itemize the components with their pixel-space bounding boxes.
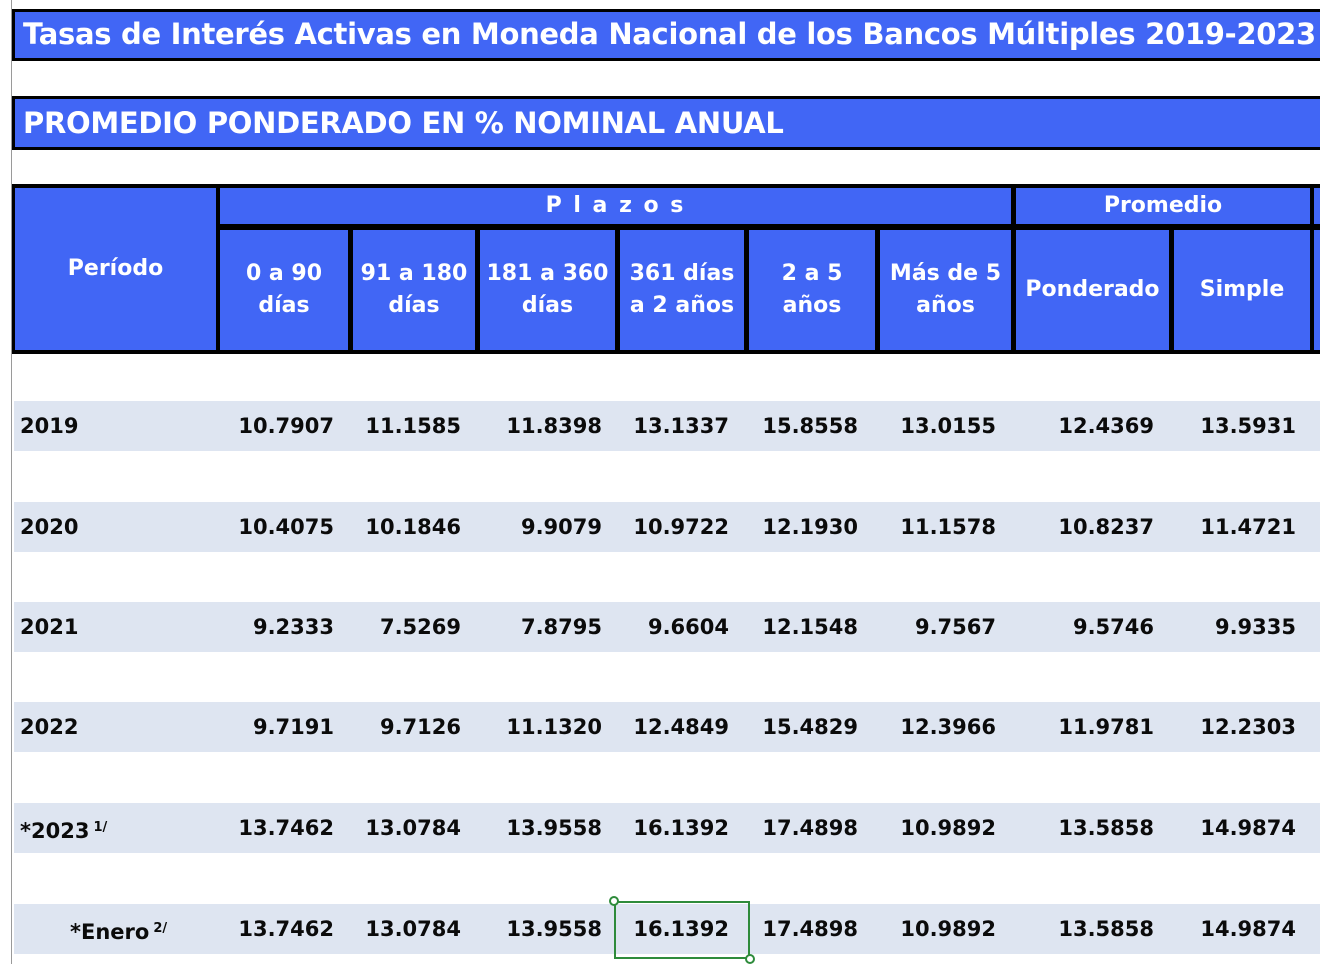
value-cell[interactable]: 16.1392 xyxy=(633,917,729,941)
table-row-2020 xyxy=(14,502,1320,552)
value-cell[interactable]: 9.7567 xyxy=(914,615,996,639)
value-cell[interactable]: 15.4829 xyxy=(762,715,858,739)
value-cell[interactable]: 15.8558 xyxy=(762,414,858,438)
footnote-marker: 1/ xyxy=(93,820,108,835)
value-cell[interactable]: 9.9335 xyxy=(1214,615,1296,639)
header-col-extra[interactable] xyxy=(1314,230,1320,350)
value-cell[interactable]: 13.5858 xyxy=(1058,816,1154,840)
value-cell[interactable]: 10.4075 xyxy=(238,515,334,539)
period-cell[interactable]: 2020 xyxy=(20,515,79,539)
value-cell[interactable]: 12.1930 xyxy=(762,515,858,539)
selection-handle-top-left[interactable] xyxy=(609,896,619,906)
value-cell[interactable]: 9.6604 xyxy=(647,615,729,639)
header-period[interactable]: Período xyxy=(15,188,216,350)
table-row-2019 xyxy=(14,401,1320,451)
value-cell[interactable]: 11.8398 xyxy=(506,414,602,438)
value-cell[interactable]: 9.7191 xyxy=(252,715,334,739)
sheet-title[interactable]: Tasas de Interés Activas en Moneda Nacio… xyxy=(12,9,1320,61)
value-cell[interactable]: 13.7462 xyxy=(238,816,334,840)
sheet-left-gridline xyxy=(11,0,12,964)
value-cell[interactable]: 10.7907 xyxy=(238,414,334,438)
value-cell[interactable]: 11.1320 xyxy=(506,715,602,739)
header-col-0-90[interactable]: 0 a 90 días xyxy=(220,230,348,350)
value-cell[interactable]: 11.4721 xyxy=(1200,515,1296,539)
table-header: Período P l a z o s Promedio 0 a 90 días… xyxy=(12,184,1320,354)
period-cell[interactable]: *2023 1/ xyxy=(20,819,108,843)
value-cell[interactable]: 13.1337 xyxy=(633,414,729,438)
table-row-2022 xyxy=(14,702,1320,752)
value-cell[interactable]: 10.9892 xyxy=(900,816,996,840)
value-cell[interactable]: 10.8237 xyxy=(1058,515,1154,539)
value-cell[interactable]: 9.9079 xyxy=(520,515,602,539)
value-cell[interactable]: 13.5858 xyxy=(1058,917,1154,941)
value-cell[interactable]: 9.2333 xyxy=(252,615,334,639)
value-cell[interactable]: 12.3966 xyxy=(900,715,996,739)
table-row-2023 xyxy=(14,803,1320,853)
value-cell[interactable]: 9.5746 xyxy=(1072,615,1154,639)
header-promedio[interactable]: Promedio xyxy=(1016,188,1310,224)
header-col-91-180[interactable]: 91 a 180 días xyxy=(353,230,475,350)
header-col-simple[interactable]: Simple xyxy=(1174,230,1310,350)
value-cell[interactable]: 13.0784 xyxy=(365,816,461,840)
value-cell[interactable]: 14.9874 xyxy=(1200,917,1296,941)
value-cell[interactable]: 13.9558 xyxy=(506,917,602,941)
selected-cell-outline[interactable] xyxy=(614,901,750,959)
value-cell[interactable]: 9.7126 xyxy=(379,715,461,739)
footnote-marker: 2/ xyxy=(153,921,168,936)
header-col-361-2a[interactable]: 361 días a 2 años xyxy=(620,230,744,350)
value-cell[interactable]: 7.5269 xyxy=(379,615,461,639)
value-cell[interactable]: 13.9558 xyxy=(506,816,602,840)
selection-handle-bottom-right[interactable] xyxy=(745,954,755,964)
value-cell[interactable]: 14.9874 xyxy=(1200,816,1296,840)
value-cell[interactable]: 12.2303 xyxy=(1200,715,1296,739)
period-cell[interactable]: 2021 xyxy=(20,615,79,639)
value-cell[interactable]: 10.1846 xyxy=(365,515,461,539)
value-cell[interactable]: 12.4849 xyxy=(633,715,729,739)
value-cell[interactable]: 13.0155 xyxy=(900,414,996,438)
value-cell[interactable]: 12.4369 xyxy=(1058,414,1154,438)
value-cell[interactable]: 16.1392 xyxy=(633,816,729,840)
value-cell[interactable]: 17.4898 xyxy=(762,816,858,840)
sheet-subtitle[interactable]: PROMEDIO PONDERADO EN % NOMINAL ANUAL xyxy=(12,96,1320,150)
period-cell[interactable]: 2019 xyxy=(20,414,79,438)
value-cell[interactable]: 10.9892 xyxy=(900,917,996,941)
value-cell[interactable]: 11.9781 xyxy=(1058,715,1154,739)
header-col-2-5a[interactable]: 2 a 5 años xyxy=(749,230,875,350)
value-cell[interactable]: 13.5931 xyxy=(1200,414,1296,438)
header-plazos[interactable]: P l a z o s xyxy=(220,188,1011,224)
value-cell[interactable]: 7.8795 xyxy=(520,615,602,639)
value-cell[interactable]: 10.9722 xyxy=(633,515,729,539)
period-cell[interactable]: *Enero 2/ xyxy=(70,920,168,944)
value-cell[interactable]: 13.0784 xyxy=(365,917,461,941)
value-cell[interactable]: 13.7462 xyxy=(238,917,334,941)
table-row-2021 xyxy=(14,602,1320,652)
value-cell[interactable]: 11.1585 xyxy=(365,414,461,438)
header-col-mas-5a[interactable]: Más de 5 años xyxy=(880,230,1011,350)
header-col-181-360[interactable]: 181 a 360 días xyxy=(480,230,615,350)
value-cell[interactable]: 17.4898 xyxy=(762,917,858,941)
value-cell[interactable]: 11.1578 xyxy=(900,515,996,539)
header-col-ponderado[interactable]: Ponderado xyxy=(1016,230,1169,350)
table-row-enero xyxy=(14,904,1320,954)
period-cell[interactable]: 2022 xyxy=(20,715,79,739)
header-extra[interactable] xyxy=(1314,188,1320,224)
value-cell[interactable]: 12.1548 xyxy=(762,615,858,639)
